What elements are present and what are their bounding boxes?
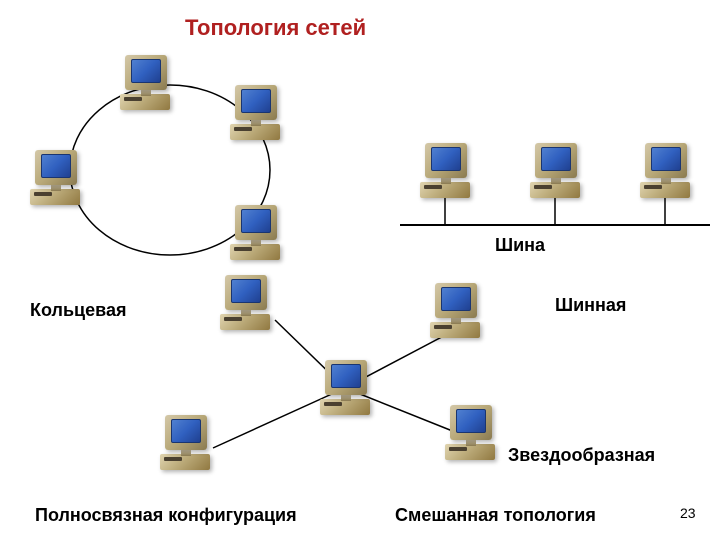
- star-leaf-3: [155, 415, 215, 470]
- bus-node-2: [635, 143, 695, 198]
- ring-node-1: [225, 85, 285, 140]
- label-mesh: Полносвязная конфигурация: [35, 505, 297, 526]
- page-title: Топология сетей: [185, 15, 366, 41]
- label-bus: Шинная: [555, 295, 626, 316]
- page-number: 23: [680, 505, 696, 521]
- star-center: [315, 360, 375, 415]
- ring-node-2: [225, 205, 285, 260]
- bus-node-0: [415, 143, 475, 198]
- label-star: Звездообразная: [508, 445, 655, 466]
- label-bus-mid: Шина: [495, 235, 545, 256]
- label-ring: Кольцевая: [30, 300, 126, 321]
- star-leaf-0: [215, 275, 275, 330]
- star-leaf-1: [425, 283, 485, 338]
- ring-node-3: [25, 150, 85, 205]
- label-mixed: Смешанная топология: [395, 505, 596, 526]
- bus-node-1: [525, 143, 585, 198]
- star-leaf-2: [440, 405, 500, 460]
- ring-node-0: [115, 55, 175, 110]
